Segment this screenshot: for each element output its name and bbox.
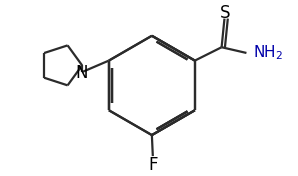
Text: N: N bbox=[75, 64, 87, 82]
Text: F: F bbox=[148, 156, 158, 174]
Text: NH$_2$: NH$_2$ bbox=[253, 44, 283, 62]
Text: S: S bbox=[220, 4, 231, 22]
